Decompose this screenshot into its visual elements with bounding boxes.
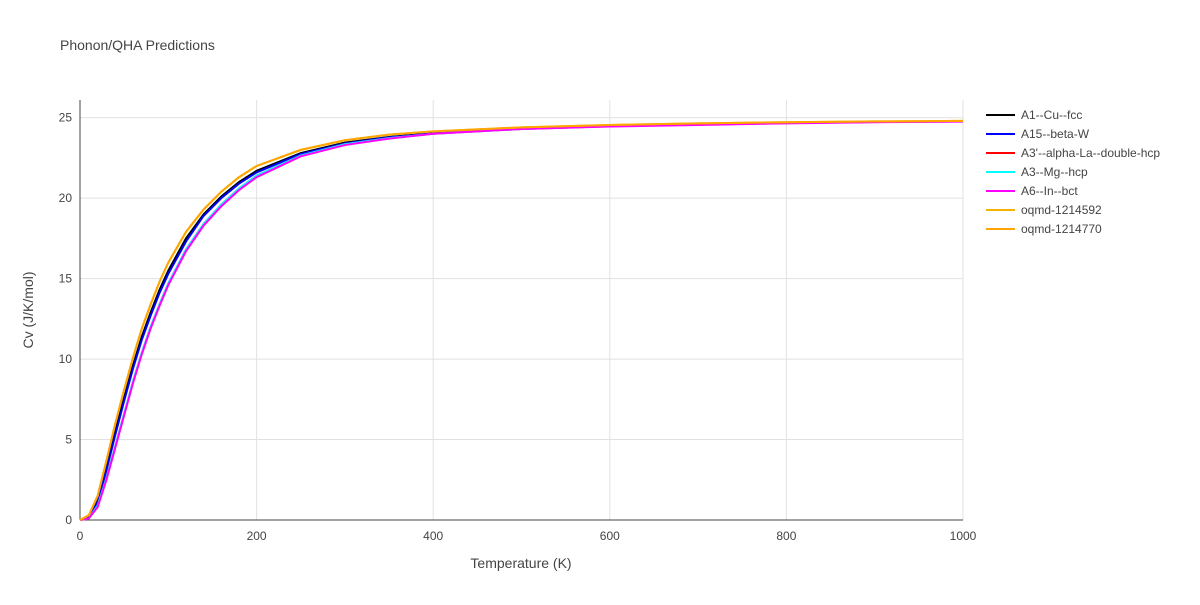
series-line	[79, 119, 964, 521]
x-tick-label: 400	[423, 529, 443, 543]
x-axis-label: Temperature (K)	[470, 555, 571, 571]
x-tick-label: 800	[776, 529, 796, 543]
legend-label: A3--Mg--hcp	[1021, 165, 1088, 179]
x-tick-label: 1000	[950, 529, 977, 543]
legend-label: oqmd-1214770	[1021, 222, 1102, 236]
legend-label: A1--Cu--fcc	[1021, 108, 1082, 122]
series-line	[79, 119, 964, 521]
y-tick-label: 10	[59, 352, 73, 366]
y-axis-label: Cv (J/K/mol)	[20, 272, 36, 349]
chart-title: Phonon/QHA Predictions	[60, 37, 215, 53]
legend-label: A15--beta-W	[1021, 127, 1090, 141]
series-line	[79, 120, 964, 521]
series-line	[79, 120, 964, 521]
y-tick-label: 0	[65, 513, 72, 527]
series-line	[79, 120, 964, 521]
legend-label: A3'--alpha-La--double-hcp	[1021, 146, 1160, 160]
series-line	[79, 120, 964, 521]
y-tick-label: 15	[59, 272, 73, 286]
y-tick-label: 20	[59, 191, 73, 205]
x-tick-label: 600	[600, 529, 620, 543]
x-tick-label: 0	[77, 529, 84, 543]
y-tick-label: 5	[65, 433, 72, 447]
x-tick-label: 200	[247, 529, 267, 543]
y-tick-label: 25	[59, 111, 73, 125]
legend-label: oqmd-1214592	[1021, 203, 1102, 217]
legend-label: A6--In--bct	[1021, 184, 1078, 198]
series-line	[79, 120, 964, 521]
